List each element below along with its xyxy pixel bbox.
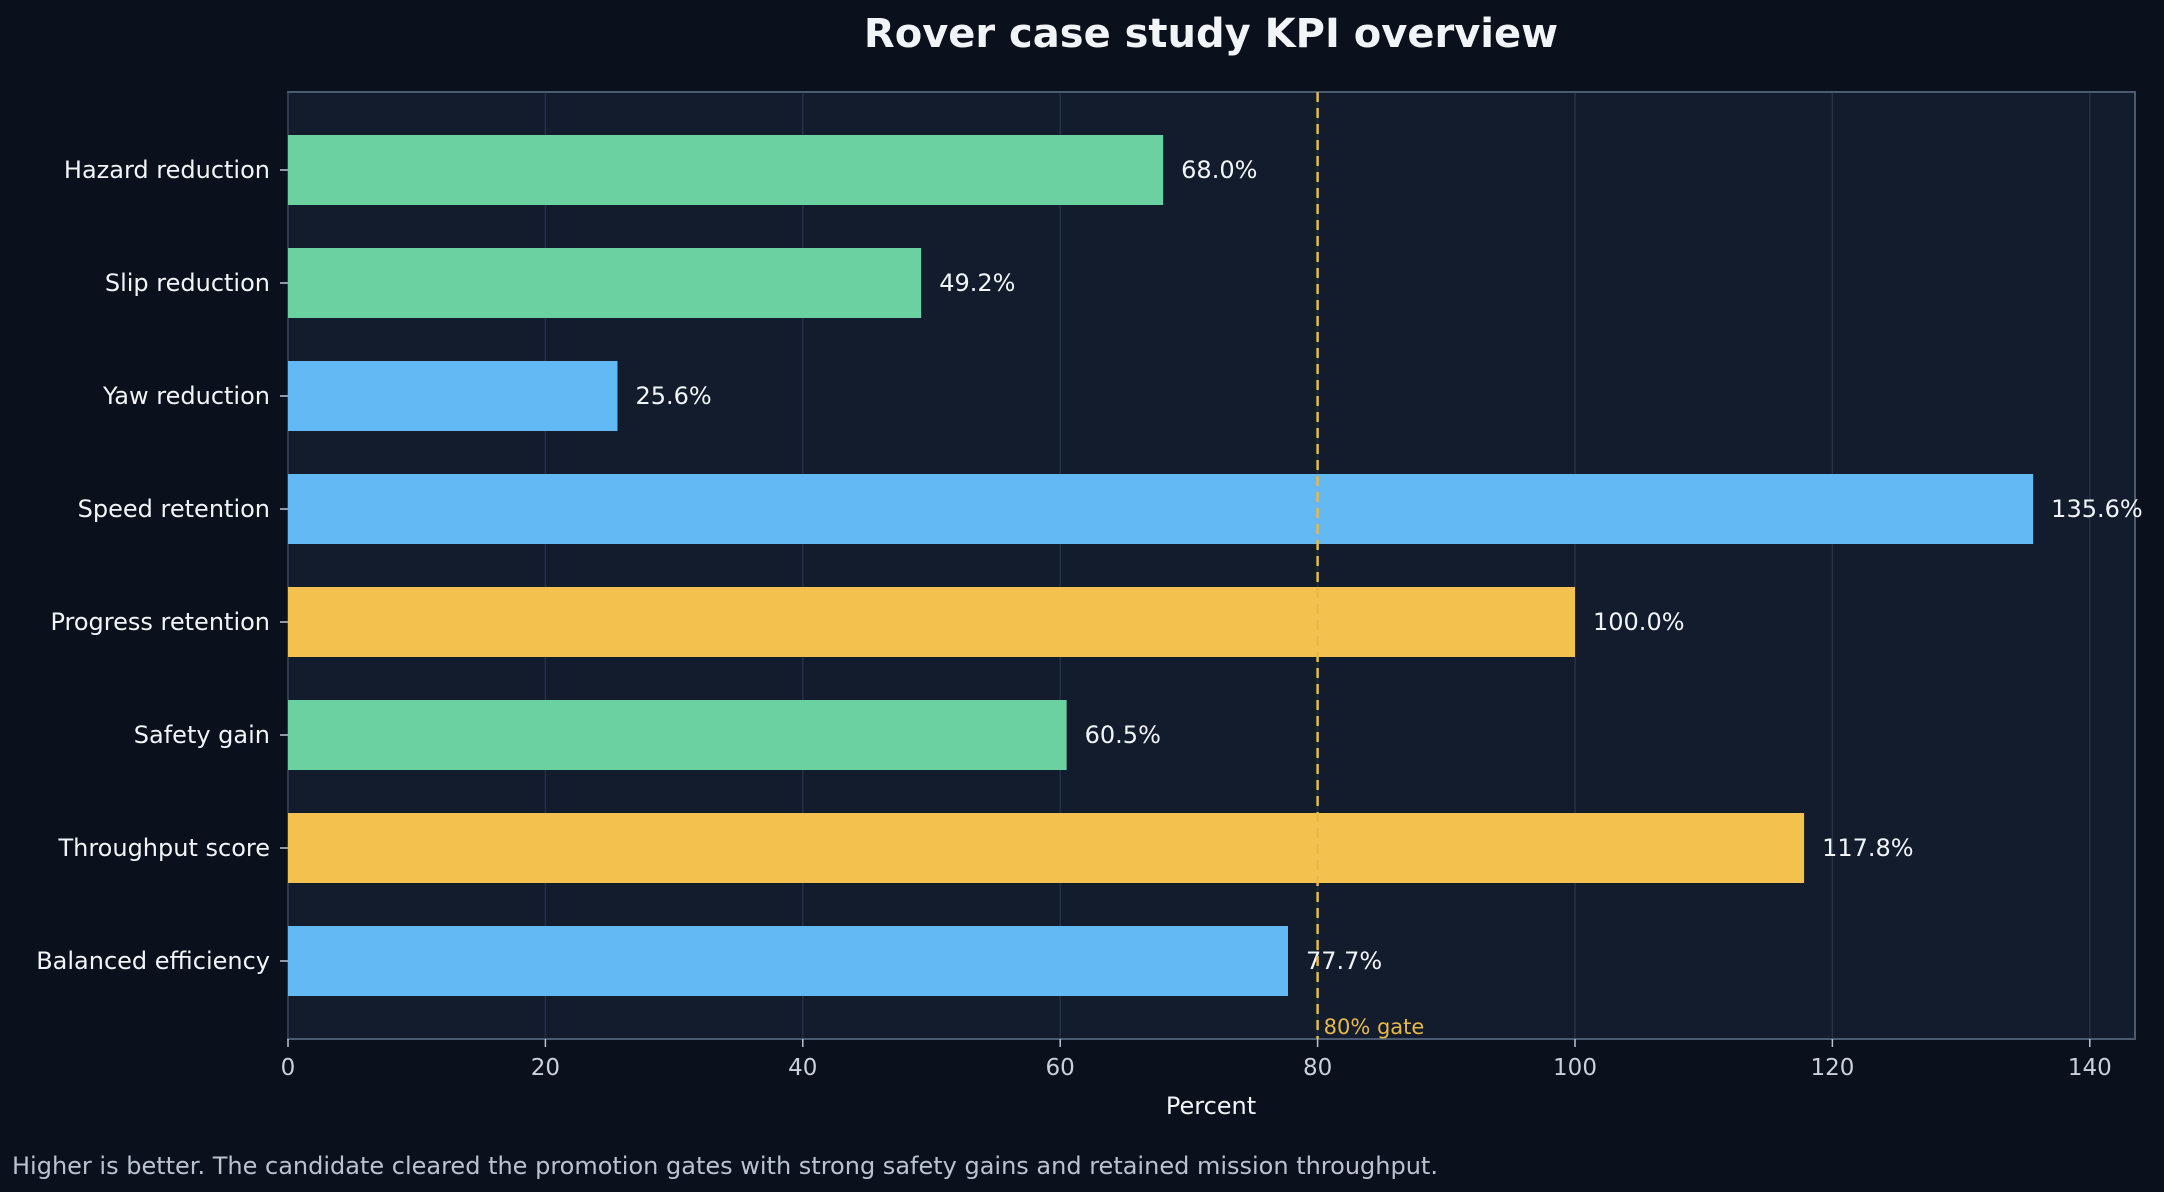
bar-value-label: 135.6% [2051,495,2143,523]
category-label: Slip reduction [105,269,270,297]
x-tick-label: 0 [281,1055,296,1081]
bar-value-label: 100.0% [1593,608,1685,636]
footnote: Higher is better. The candidate cleared … [12,1152,1438,1180]
bar-value-label: 25.6% [635,382,711,410]
bar-value-label: 49.2% [939,269,1015,297]
x-tick-label: 80 [1303,1055,1332,1081]
x-tick-label: 140 [2068,1055,2112,1081]
x-tick-label: 120 [1810,1055,1854,1081]
category-label: Progress retention [50,608,270,636]
bar-value-label: 117.8% [1822,834,1914,862]
bar [288,926,1288,996]
category-label: Safety gain [134,721,270,749]
bar [288,587,1575,657]
bar [288,248,922,318]
bar [288,135,1164,205]
bar-value-label: 68.0% [1181,156,1257,184]
x-axis-label: Percent [1166,1092,1256,1120]
bar [288,700,1067,770]
category-label: Yaw reduction [102,382,270,410]
bar [288,474,2034,544]
x-tick-label: 40 [788,1055,817,1081]
gate-label: 80% gate [1324,1015,1425,1039]
x-tick-label: 60 [1046,1055,1075,1081]
x-tick-label: 100 [1553,1055,1597,1081]
bar [288,813,1805,883]
chart-title: Rover case study KPI overview [864,11,1558,57]
plot-area [287,91,2136,1040]
category-label: Hazard reduction [64,156,270,184]
x-tick-label: 20 [531,1055,560,1081]
category-label: Throughput score [57,834,270,862]
category-label: Speed retention [78,495,270,523]
category-label: Balanced efficiency [36,947,270,975]
bar-value-label: 60.5% [1085,721,1161,749]
bar [288,361,618,431]
